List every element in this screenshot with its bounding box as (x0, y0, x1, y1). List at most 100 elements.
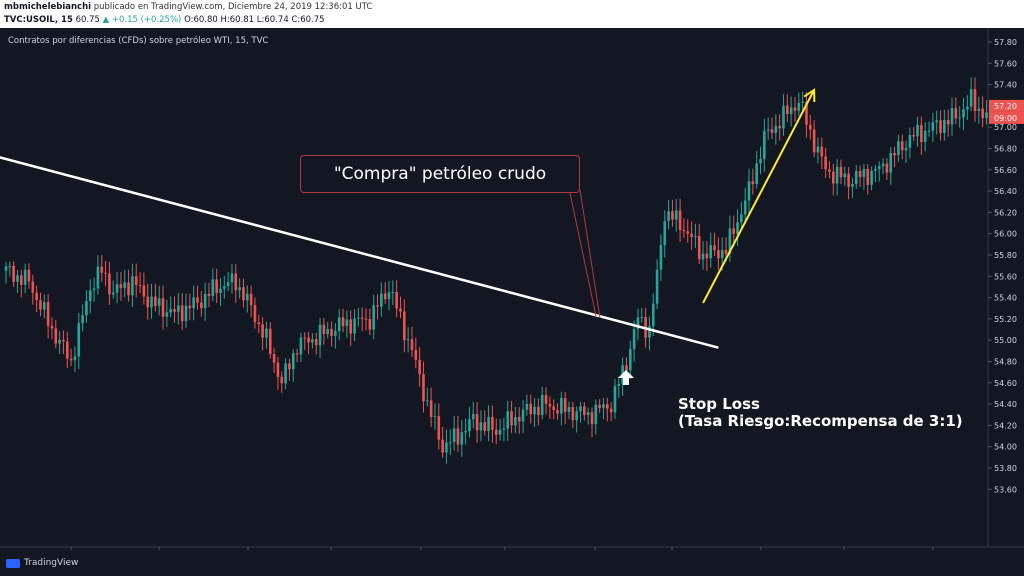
candle-body (590, 412, 594, 425)
trend-line[interactable] (0, 156, 719, 349)
price-chart[interactable]: 57.80 57.60 57.40 57.20 57.00 56.80 56.60 56.40… (0, 28, 1024, 550)
candle-body (207, 293, 211, 296)
candle-body (211, 279, 215, 296)
candle-body (475, 414, 479, 431)
candle-body (705, 253, 709, 259)
candle-body (674, 210, 678, 220)
candle-body (548, 403, 552, 407)
candle-body (96, 266, 100, 289)
candle-body (372, 305, 375, 330)
candle-body (900, 141, 904, 151)
candle-body (782, 105, 785, 129)
candle-body (391, 292, 395, 294)
candle-body (973, 89, 977, 112)
y-tick-label: 55.20 (994, 315, 1017, 324)
candle-body (943, 119, 946, 133)
candle-body (812, 129, 816, 153)
candle-body (858, 171, 862, 178)
candle-body (494, 429, 498, 435)
candle-body (625, 365, 628, 371)
candle-body (119, 284, 123, 289)
candle-body (525, 403, 529, 410)
candle-body (552, 406, 555, 411)
candle-body (299, 337, 303, 355)
publisher-name[interactable]: mbmichelebianchi (4, 2, 92, 12)
candle-body (950, 108, 954, 125)
callout-pointer (579, 189, 601, 319)
candle-body (345, 319, 349, 327)
projection-arrow-head (803, 88, 816, 102)
candle-body (349, 319, 352, 334)
candle-body (743, 200, 747, 215)
candle-body (131, 276, 134, 296)
candle-body (257, 322, 261, 325)
candle-body (161, 298, 165, 317)
candle-body (793, 107, 797, 111)
candle-body (410, 339, 414, 350)
candle-body (805, 101, 808, 125)
candle-body (985, 112, 988, 119)
candle-body (445, 442, 448, 453)
candle-body (862, 168, 866, 178)
candle-body (456, 428, 460, 445)
candle-body (23, 269, 27, 285)
candle-body (847, 173, 850, 187)
candle-body (307, 337, 310, 343)
candle-body (460, 432, 464, 445)
candle-body (330, 328, 333, 336)
candle-body (433, 416, 437, 418)
candle-body (426, 400, 429, 402)
y-tick-label: 54.60 (994, 379, 1017, 388)
candle-body (452, 428, 456, 443)
tradingview-logo-icon (6, 558, 20, 568)
candle-body (958, 117, 961, 119)
candle-body (154, 296, 157, 306)
candle-body (981, 108, 984, 119)
tradingview-logo[interactable]: TradingView (6, 558, 78, 568)
candle-body (912, 134, 916, 137)
candle-body (678, 210, 682, 231)
candle-body (16, 275, 19, 282)
candle-body (138, 284, 142, 286)
y-tick-label: 57.60 (994, 59, 1017, 68)
y-tick-label: 56.60 (994, 166, 1017, 175)
candle-body (789, 107, 793, 115)
candle-body (318, 324, 322, 346)
candle-body (219, 288, 222, 294)
time-tag-label: 09:00 (994, 114, 1017, 123)
candle-body (341, 317, 345, 327)
candle-body (506, 411, 510, 429)
candle-body (311, 339, 314, 343)
candle-body (651, 303, 655, 327)
candle-body (295, 353, 299, 355)
candle-body (108, 273, 111, 295)
candle-body (142, 285, 146, 297)
candle-body (560, 398, 563, 414)
candle-body (322, 324, 326, 334)
candle-body (334, 331, 337, 336)
y-tick-label: 56.20 (994, 208, 1017, 217)
candle-body (866, 168, 870, 185)
candle-body (897, 141, 900, 156)
candle-body (8, 266, 12, 268)
candle-body (877, 166, 881, 170)
candle-body (537, 406, 540, 415)
candle-body (422, 374, 425, 402)
candle-body (180, 305, 184, 322)
candle-body (828, 169, 831, 172)
symbol-name[interactable]: TVC:USOIL, 15 (4, 15, 73, 25)
candle-body (648, 326, 651, 338)
candle-body (448, 442, 452, 444)
candle-body (192, 297, 195, 309)
publish-info: mbmichelebianchi publicado en TradingVie… (4, 2, 372, 12)
callout-pointer (569, 192, 597, 317)
candle-body (667, 211, 670, 222)
candle-body (272, 353, 276, 363)
candle-body (223, 286, 226, 289)
candle-body (383, 293, 387, 300)
candle-body (39, 300, 42, 310)
candle-body (831, 171, 835, 184)
candle-body (567, 407, 571, 412)
projection-arrow[interactable] (702, 89, 816, 304)
candle-body (230, 273, 234, 283)
